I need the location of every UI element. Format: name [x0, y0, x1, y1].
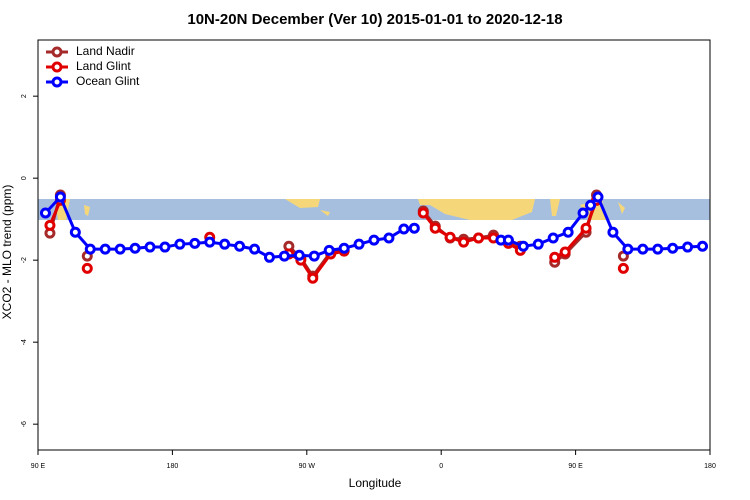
data-point	[622, 243, 634, 255]
data-point	[129, 242, 141, 254]
data-point	[39, 207, 51, 219]
data-point	[263, 251, 275, 263]
x-tick-label: 0	[439, 463, 443, 470]
data-point	[338, 242, 350, 254]
data-point	[69, 226, 81, 238]
data-point	[323, 244, 335, 256]
data-point	[44, 219, 56, 231]
data-point	[174, 238, 186, 250]
data-point	[219, 238, 231, 250]
data-point	[444, 231, 456, 243]
data-point	[682, 241, 694, 253]
data-point	[99, 243, 111, 255]
y-tick-label: -2	[21, 257, 28, 263]
y-axis-label: XCO2 - MLO trend (ppm)	[0, 185, 14, 320]
x-axis-label: Longitude	[349, 476, 402, 490]
legend-label: Land Glint	[76, 59, 131, 73]
data-point	[577, 207, 589, 219]
x-tick-label: 180	[167, 463, 179, 470]
data-point	[562, 226, 574, 238]
data-point	[547, 232, 559, 244]
legend-marker	[51, 61, 63, 73]
y-tick-label: -6	[21, 421, 28, 427]
data-point	[559, 246, 571, 258]
data-point	[607, 226, 619, 238]
legend-label: Ocean Glint	[76, 74, 140, 88]
data-point	[54, 191, 66, 203]
data-point	[189, 237, 201, 249]
data-point	[458, 236, 470, 248]
map-strip	[38, 199, 710, 220]
data-point	[592, 191, 604, 203]
data-point	[114, 243, 126, 255]
data-point	[697, 240, 709, 252]
x-tick-label: 90 W	[299, 463, 316, 470]
data-point	[408, 222, 420, 234]
data-point	[353, 238, 365, 250]
data-point	[549, 251, 561, 263]
data-point	[278, 250, 290, 262]
data-point	[398, 223, 410, 235]
data-point	[307, 272, 319, 284]
y-tick-label: -4	[21, 339, 28, 345]
data-point	[580, 222, 592, 234]
legend-label: Land Nadir	[76, 44, 135, 58]
legend-marker	[51, 46, 63, 58]
x-tick-label: 180	[704, 463, 716, 470]
data-point	[585, 199, 597, 211]
data-point	[144, 241, 156, 253]
data-point	[617, 262, 629, 274]
data-point	[234, 240, 246, 252]
x-tick-label: 90 E	[31, 463, 46, 470]
data-point	[159, 241, 171, 253]
data-point	[417, 207, 429, 219]
data-point	[637, 243, 649, 255]
data-point	[652, 243, 664, 255]
data-point	[383, 232, 395, 244]
data-point	[502, 234, 514, 246]
plot-frame	[37, 39, 711, 451]
data-point	[517, 240, 529, 252]
y-tick-label: 2	[21, 94, 28, 98]
chart-title: 10N-20N December (Ver 10) 2015-01-01 to …	[187, 11, 562, 28]
data-point	[368, 234, 380, 246]
data-point	[667, 242, 679, 254]
data-point	[81, 262, 93, 274]
data-point	[204, 236, 216, 248]
x-tick-label: 90 E	[568, 463, 583, 470]
legend-marker	[51, 76, 63, 88]
y-tick-label: 0	[21, 176, 28, 180]
data-point	[473, 232, 485, 244]
data-point	[532, 238, 544, 250]
data-point	[429, 222, 441, 234]
data-point	[249, 243, 261, 255]
data-point	[293, 249, 305, 261]
data-point	[308, 250, 320, 262]
data-point	[84, 243, 96, 255]
